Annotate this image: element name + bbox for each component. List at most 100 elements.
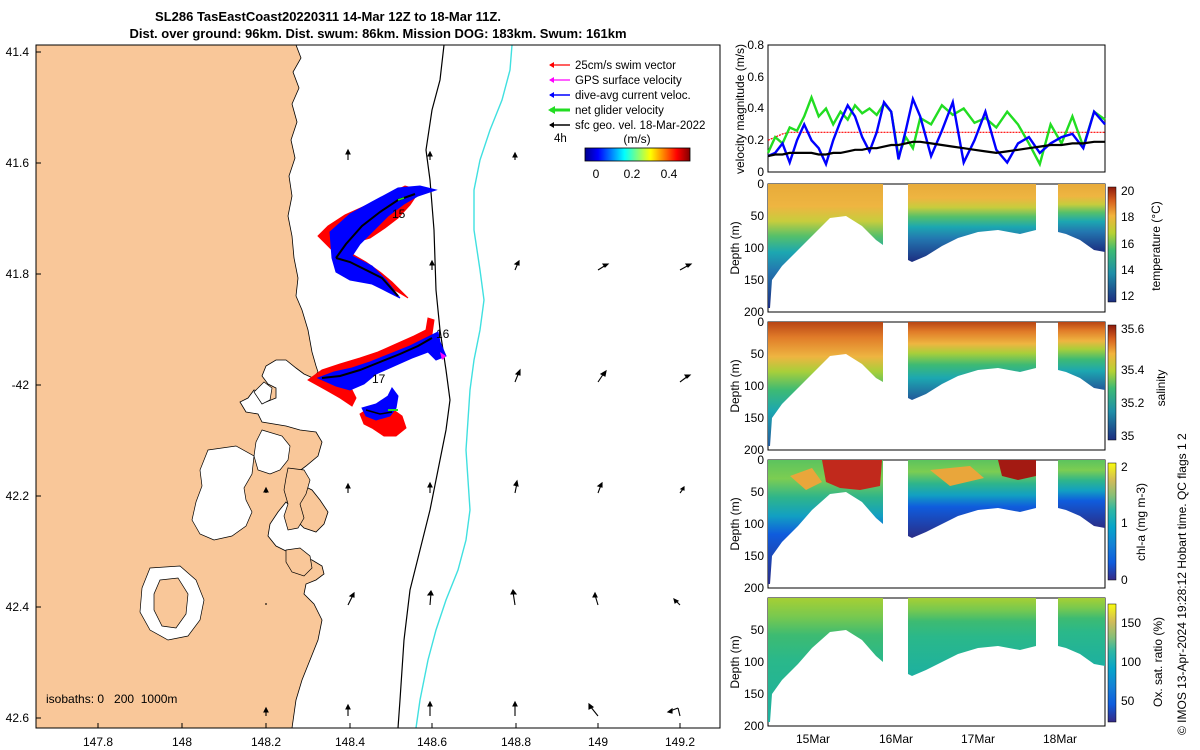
geo-arrow [666, 707, 681, 717]
chla-y-tick: 100 [744, 517, 764, 531]
salinity-y-tick: 200 [744, 443, 764, 457]
oxygen-cbar-tick: 150 [1121, 616, 1141, 630]
geo-arrow [263, 486, 269, 493]
temperature-segment-2 [908, 184, 1036, 262]
temperature-cbar-tick: 12 [1121, 289, 1135, 303]
oxygen-y-tick: 50 [751, 623, 765, 637]
oxygen-segment-1 [768, 598, 883, 722]
chla-colorbar [1107, 462, 1117, 581]
temperature-panel: 0 50 100 150 200 Depth (m) 12 14 16 18 2… [728, 177, 1163, 319]
oxygen-segment-2 [908, 598, 1036, 676]
map-y-tick: 41.8 [6, 267, 30, 281]
temperature-y-tick: 200 [744, 305, 764, 319]
chla-cbar-tick: 0 [1121, 573, 1128, 587]
geo-arrow [679, 485, 685, 494]
geo-arrow [427, 700, 433, 716]
maria-island [283, 467, 311, 531]
track-segment-3 [359, 387, 407, 437]
map-x-tick: 148.4 [335, 735, 365, 749]
geo-arrow [427, 150, 433, 160]
oxygen-cbar-tick: 100 [1121, 655, 1141, 669]
salinity-cbar-label: salinity [1154, 370, 1168, 407]
geo-arrow [345, 482, 351, 493]
temperature-segment-3 [1058, 184, 1105, 252]
velocity-line-sfc-geo-vel- [767, 140, 1105, 158]
chla-segment-2 [908, 460, 1036, 538]
oxygen-colorbar [1107, 603, 1117, 723]
geo-arrow [512, 151, 518, 160]
chla-y-tick: 150 [744, 549, 764, 563]
temperature-segment-1 [768, 184, 883, 308]
salinity-cbar-tick: 35.6 [1121, 322, 1145, 336]
chla-section-data [768, 460, 1105, 584]
chla-cbar-tick: 1 [1121, 516, 1128, 530]
geo-arrow [426, 589, 434, 606]
temperature-cbar-label: temperature (°C) [1149, 201, 1163, 291]
geo-arrow [429, 259, 435, 270]
velocity-y-tick: 0.4 [747, 101, 764, 115]
map-x-tick: 148.8 [501, 735, 531, 749]
temperature-cbar-tick: 14 [1121, 263, 1135, 277]
day-label: 16 [436, 327, 450, 341]
small-island [285, 547, 313, 577]
geo-arrow [673, 597, 681, 606]
geo-arrow [347, 591, 355, 606]
geo-arrow [592, 591, 599, 606]
temperature-colorbar [1107, 186, 1117, 303]
day-label: 17 [372, 372, 386, 386]
temperature-ylabel: Depth (m) [728, 221, 742, 274]
isobath-1000m [415, 45, 513, 728]
map-x-tick: 149.2 [665, 735, 695, 749]
oxygen-cbar-tick: 50 [1121, 694, 1135, 708]
glider-track [307, 185, 447, 437]
oxygen-y-tick: 200 [744, 719, 764, 733]
salinity-cbar-tick: 35.2 [1121, 396, 1145, 410]
velocity-ylabel: velocity magnitude (m/s) [733, 44, 747, 174]
geo-arrow [263, 706, 269, 716]
geo-arrow [588, 702, 599, 717]
colorbar-label: (m/s) [623, 132, 650, 146]
temperature-y-tick: 0 [757, 177, 764, 191]
colorbar-tick: 0.4 [661, 167, 678, 181]
geo-arrow [514, 368, 521, 383]
temperature-y-tick: 50 [751, 209, 765, 223]
temperature-section-data [768, 184, 1105, 308]
oxygen-ylabel: Depth (m) [728, 635, 742, 688]
salinity-segment-1 [768, 322, 883, 446]
chla-panel: 0 50 100 150 200 Depth (m) 0 1 2 chl-a (… [728, 453, 1148, 595]
track-segment-1 [317, 185, 438, 299]
legend-item-swim: 25cm/s swim vector [549, 60, 676, 72]
salinity-segment-3 [1058, 322, 1105, 390]
legend-label: net glider velocity [575, 105, 664, 117]
geo-arrow [513, 479, 519, 494]
salinity-ylabel: Depth (m) [728, 359, 742, 412]
chla-cbar-label: chl-a (mg m-3) [1134, 483, 1148, 561]
salinity-y-tick: 100 [744, 379, 764, 393]
colorbar-tick: 0 [593, 167, 600, 181]
chla-segment-1 [768, 460, 883, 584]
chla-ylabel: Depth (m) [728, 497, 742, 550]
colorbar-tick: 0.2 [624, 167, 641, 181]
track-segment-2 [307, 317, 447, 407]
geostrophic-arrows [263, 148, 693, 717]
chla-cbar-tick: 2 [1121, 460, 1128, 474]
legend-label: 25cm/s swim vector [575, 60, 676, 72]
map-y-tick: 41.6 [6, 156, 30, 170]
temperature-y-tick: 100 [744, 241, 764, 255]
time-x-tick: 18Mar [1043, 732, 1077, 746]
geo-arrow [513, 259, 520, 271]
oxygen-section-data [768, 598, 1105, 722]
title-line-1: SL286 TasEastCoast20220311 14-Mar 12Z to… [155, 9, 501, 24]
tasmania-land [36, 45, 329, 728]
bay-1 [253, 429, 291, 475]
bay-2 [191, 445, 255, 541]
salinity-y-tick: 50 [751, 347, 765, 361]
velocity-y-tick: 0.2 [747, 133, 764, 147]
chla-patch [930, 466, 984, 486]
chla-patch [790, 468, 822, 490]
geo-arrow [679, 374, 692, 383]
time-x-tick: 16Mar [879, 732, 913, 746]
geo-arrow [345, 703, 351, 716]
geo-arrow [427, 481, 433, 493]
